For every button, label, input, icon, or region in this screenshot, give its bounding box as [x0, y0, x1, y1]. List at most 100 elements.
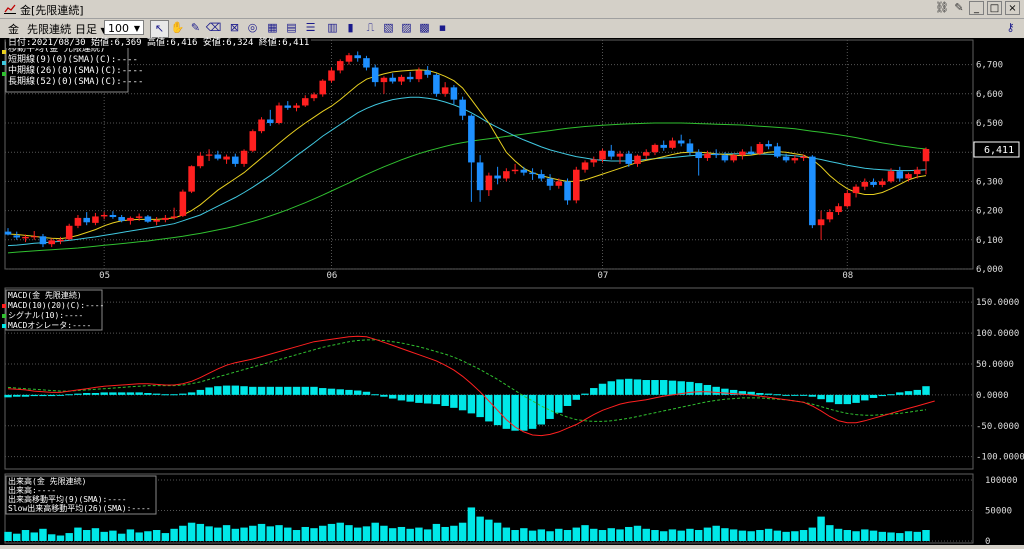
- candle-body[interactable]: [275, 105, 283, 123]
- candle-body[interactable]: [494, 175, 501, 179]
- candle-body[interactable]: [887, 171, 895, 182]
- candle-body[interactable]: [747, 151, 755, 154]
- candle-body[interactable]: [704, 153, 711, 159]
- candle-body[interactable]: [476, 162, 484, 191]
- candle-body[interactable]: [590, 159, 598, 163]
- candle-body[interactable]: [100, 214, 108, 217]
- candle-body[interactable]: [922, 148, 930, 162]
- candle-body[interactable]: [905, 174, 912, 179]
- candle-body[interactable]: [616, 153, 624, 157]
- candle-body[interactable]: [197, 155, 204, 167]
- candle-body[interactable]: [913, 169, 921, 175]
- candle-body[interactable]: [301, 98, 309, 106]
- candle-body[interactable]: [573, 169, 580, 201]
- candle-body[interactable]: [677, 140, 685, 144]
- candle-body[interactable]: [774, 146, 781, 157]
- candle-body[interactable]: [468, 115, 475, 163]
- candle-body[interactable]: [879, 181, 886, 185]
- zoom-tool-icon[interactable]: ⊠: [229, 21, 240, 34]
- candle-body[interactable]: [415, 70, 423, 80]
- candle-body[interactable]: [739, 151, 746, 156]
- candle-body[interactable]: [651, 144, 659, 153]
- candle-body[interactable]: [109, 214, 117, 218]
- candle-body[interactable]: [188, 166, 195, 192]
- candle-body[interactable]: [511, 169, 519, 172]
- close-button[interactable]: ×: [1005, 1, 1020, 15]
- candle-body[interactable]: [65, 225, 73, 240]
- candle-body[interactable]: [240, 150, 248, 164]
- candle-body[interactable]: [765, 144, 772, 147]
- candle-body[interactable]: [153, 219, 160, 222]
- candle-body[interactable]: [730, 155, 737, 161]
- candle-body[interactable]: [817, 219, 825, 226]
- candle-body[interactable]: [363, 58, 370, 68]
- bar-chart-icon[interactable]: ▥: [327, 21, 338, 34]
- candle-body[interactable]: [328, 70, 335, 81]
- candle-body[interactable]: [354, 55, 361, 59]
- candle-body[interactable]: [267, 119, 274, 123]
- candle-body[interactable]: [293, 105, 300, 108]
- candle-body[interactable]: [4, 231, 12, 235]
- candle-body[interactable]: [57, 239, 64, 242]
- candle-body[interactable]: [538, 174, 545, 179]
- candle-body[interactable]: [712, 153, 720, 156]
- symbol-label[interactable]: 金: [8, 23, 19, 36]
- candle-body[interactable]: [756, 144, 764, 154]
- line-chart-icon[interactable]: ⎍: [366, 21, 375, 34]
- candle-body[interactable]: [686, 143, 694, 153]
- refresh-icon[interactable]: ◎: [247, 21, 258, 34]
- candle-body[interactable]: [389, 77, 396, 82]
- candle-body[interactable]: [13, 235, 21, 238]
- candle-body[interactable]: [258, 119, 265, 132]
- candle-body[interactable]: [310, 94, 318, 99]
- candle-body[interactable]: [485, 175, 493, 191]
- candle-body[interactable]: [599, 150, 606, 160]
- candle-body[interactable]: [284, 105, 292, 108]
- candle-body[interactable]: [22, 236, 29, 239]
- chart-area[interactable]: 6,0006,1006,2006,3006,4006,5006,6006,700…: [0, 38, 1024, 547]
- candle-body[interactable]: [852, 186, 860, 194]
- candle-body[interactable]: [170, 216, 178, 218]
- candle-body[interactable]: [74, 217, 82, 226]
- eraser-tool-icon[interactable]: ⌫: [205, 21, 222, 34]
- cursor-tool-icon[interactable]: ↖: [150, 20, 169, 38]
- candle-body[interactable]: [800, 156, 807, 159]
- candle-body[interactable]: [406, 76, 414, 80]
- candle-body[interactable]: [144, 216, 152, 222]
- candle-body[interactable]: [870, 181, 877, 185]
- candle-body[interactable]: [30, 236, 38, 238]
- candle-body[interactable]: [520, 169, 528, 173]
- hand-tool-icon[interactable]: ✋: [170, 21, 185, 34]
- candle-body[interactable]: [607, 150, 615, 157]
- candle-body[interactable]: [826, 212, 834, 220]
- candle-body[interactable]: [179, 191, 187, 216]
- candle-body[interactable]: [625, 153, 633, 164]
- candle-body[interactable]: [433, 74, 440, 94]
- candle-body[interactable]: [380, 77, 388, 83]
- candle-body[interactable]: [546, 178, 554, 186]
- pencil-tool-icon[interactable]: ✎: [190, 21, 201, 34]
- grid-icon[interactable]: ▦: [267, 21, 278, 34]
- candle-body[interactable]: [660, 144, 667, 148]
- candle-body[interactable]: [791, 158, 799, 161]
- candle-body[interactable]: [669, 140, 676, 148]
- candle-body[interactable]: [345, 55, 353, 62]
- candle-body[interactable]: [135, 216, 143, 218]
- candle-body[interactable]: [83, 217, 90, 223]
- candle-body[interactable]: [371, 67, 379, 83]
- candle-chart-icon[interactable]: ▮: [347, 21, 354, 34]
- contract-label[interactable]: 先限連続: [27, 23, 71, 36]
- candle-body[interactable]: [232, 156, 239, 164]
- candle-body[interactable]: [205, 154, 213, 156]
- candle-body[interactable]: [127, 217, 134, 221]
- pin-icon[interactable]: ✎: [954, 1, 964, 14]
- candle-body[interactable]: [844, 193, 851, 207]
- list-icon[interactable]: ☰: [305, 21, 316, 34]
- candle-body[interactable]: [861, 181, 869, 187]
- candle-body[interactable]: [634, 155, 641, 164]
- candle-body[interactable]: [896, 171, 904, 179]
- candle-body[interactable]: [398, 76, 405, 82]
- candle-body[interactable]: [223, 156, 230, 160]
- volume-icon[interactable]: ▨: [401, 21, 412, 34]
- candle-body[interactable]: [336, 61, 344, 71]
